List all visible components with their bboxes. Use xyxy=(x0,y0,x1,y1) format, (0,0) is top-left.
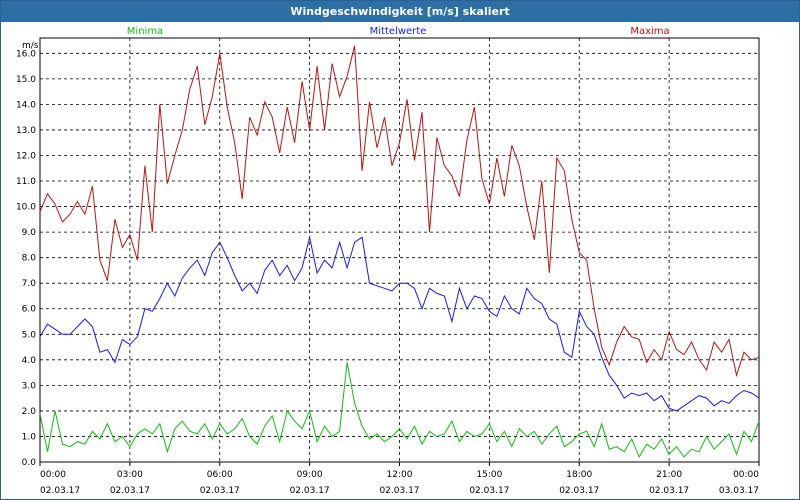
x-tick-time: 00:00 xyxy=(733,470,759,480)
x-tick-time: 00:00 xyxy=(40,470,66,480)
legend-maxima: Maxima xyxy=(630,26,669,37)
x-tick-date: 02.03.17 xyxy=(469,486,509,496)
y-tick-label: 11.0 xyxy=(16,177,36,187)
y-tick-label: 7.0 xyxy=(22,279,37,289)
y-tick-label: 12.0 xyxy=(16,151,36,161)
y-tick-label: 1.0 xyxy=(22,432,37,442)
y-tick-label: 2.0 xyxy=(22,407,37,417)
series-line-mean xyxy=(39,236,760,412)
y-tick-label: 15.0 xyxy=(16,75,36,85)
x-axis-ticks: 00:00 02.03.17 03:00 02.03.17 06:00 02.03.17 0… xyxy=(39,462,760,496)
series-line-max xyxy=(39,45,760,378)
legend-mittelwerte: Mittelwerte xyxy=(370,26,427,37)
y-tick-label: 9.0 xyxy=(22,228,37,238)
x-tick-time: 06:00 xyxy=(207,470,233,480)
x-tick-time: 21:00 xyxy=(656,470,682,480)
series-lines xyxy=(39,45,760,459)
y-tick-label: 3.0 xyxy=(22,381,37,391)
y-tick-label: 16.0 xyxy=(16,49,36,59)
x-tick-date: 02.03.17 xyxy=(379,486,419,496)
series-line-min xyxy=(39,362,760,459)
y-tick-label: 6.0 xyxy=(22,305,37,315)
y-tick-label: 4.0 xyxy=(22,356,37,366)
x-tick-date: 02.03.17 xyxy=(649,486,689,496)
y-tick-label: 8.0 xyxy=(22,254,37,264)
x-tick-date: 02.03.17 xyxy=(110,486,150,496)
y-tick-label: 0.0 xyxy=(22,458,37,468)
legend-minima: Minima xyxy=(127,26,163,37)
x-tick-date: 03.03.17 xyxy=(719,486,759,496)
x-tick-time: 09:00 xyxy=(297,470,323,480)
grid-lines xyxy=(39,38,760,463)
y-tick-label: 5.0 xyxy=(22,330,37,340)
y-axis-unit: m/s xyxy=(22,41,39,51)
x-tick-date: 02.03.17 xyxy=(200,486,240,496)
y-axis-ticks: 0.0 1.0 2.0 3.0 4.0 5.0 6.0 7.0 8.0 9.0 10.0 11.0 12… xyxy=(16,49,36,468)
x-tick-time: 03:00 xyxy=(117,470,143,480)
x-tick-time: 12:00 xyxy=(387,470,413,480)
window-title: Windgeschwindigkeit [m/s] skaliert xyxy=(1,1,799,22)
x-tick-time: 18:00 xyxy=(566,470,592,480)
y-tick-label: 13.0 xyxy=(16,126,36,136)
x-tick-date: 02.03.17 xyxy=(290,486,330,496)
x-tick-date: 02.03.17 xyxy=(40,486,80,496)
x-tick-date: 02.03.17 xyxy=(559,486,599,496)
y-tick-label: 14.0 xyxy=(16,100,36,110)
y-tick-label: 10.0 xyxy=(16,203,36,213)
x-tick-time: 15:00 xyxy=(476,470,502,480)
